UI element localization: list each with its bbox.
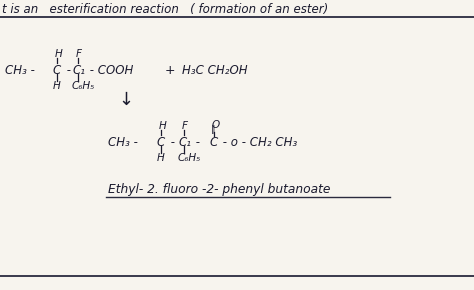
Text: -: -	[167, 135, 175, 148]
Text: -: -	[192, 135, 200, 148]
Text: C₆H₅: C₆H₅	[72, 81, 95, 91]
Text: - o - CH₂ CH₃: - o - CH₂ CH₃	[219, 135, 297, 148]
Text: t is an   esterification reaction   ( formation of an ester): t is an esterification reaction ( format…	[2, 3, 328, 15]
Text: CH₃ -: CH₃ -	[108, 135, 138, 148]
Text: ↓: ↓	[118, 91, 133, 109]
Text: -: -	[63, 64, 71, 77]
Text: C: C	[157, 135, 165, 148]
Text: C₁: C₁	[179, 135, 192, 148]
Text: ‖: ‖	[211, 126, 216, 135]
Text: H: H	[157, 153, 165, 163]
Text: C₁: C₁	[73, 64, 86, 77]
Text: C: C	[53, 64, 61, 77]
Text: C₆H₅: C₆H₅	[178, 153, 201, 163]
Text: H: H	[55, 49, 63, 59]
Text: Ethyl- 2. fluoro -2- phenyl butanoate: Ethyl- 2. fluoro -2- phenyl butanoate	[108, 184, 330, 197]
Text: CH₃ -: CH₃ -	[5, 64, 35, 77]
Text: H₃C CH₂OH: H₃C CH₂OH	[182, 64, 247, 77]
Text: H: H	[159, 121, 167, 131]
Text: C: C	[210, 135, 218, 148]
Text: H: H	[53, 81, 61, 91]
Text: F: F	[182, 121, 188, 131]
Text: - COOH: - COOH	[86, 64, 133, 77]
Text: +: +	[165, 64, 175, 77]
Text: F: F	[76, 49, 82, 59]
Text: O: O	[212, 120, 220, 130]
